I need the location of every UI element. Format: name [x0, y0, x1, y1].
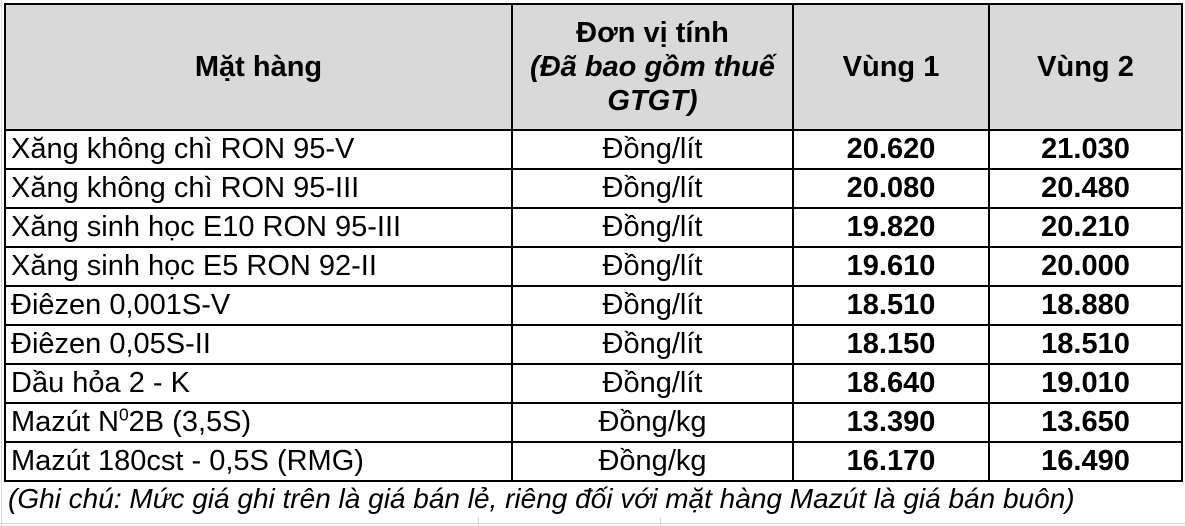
region1-price-cell: 20.620 [792, 129, 990, 170]
header-row: Mặt hàng Đơn vị tính (Đã bao gồm thuế GT… [4, 3, 1183, 131]
region2-price-cell: 16.490 [988, 441, 1183, 482]
product-name-cell: Xăng sinh học E10 RON 95-III [4, 207, 513, 248]
column-header-product: Mặt hàng [4, 3, 513, 131]
footnote: (Ghi chú: Mức giá ghi trên là giá bán lẻ… [8, 483, 1075, 514]
product-name-cell: Mazút 180cst - 0,5S (RMG) [4, 441, 513, 482]
column-header-unit: Đơn vị tính (Đã bao gồm thuế GTGT) [511, 3, 794, 131]
unit-cell: Đồng/lít [511, 207, 794, 248]
product-name-cell: Xăng không chì RON 95-III [4, 168, 513, 209]
table-row: Điêzen 0,05S-II Đồng/lít 18.150 18.510 [4, 324, 1183, 365]
region1-price-cell: 18.640 [792, 363, 990, 404]
unit-header-subtitle-line1: (Đã bao gồm thuế [530, 51, 775, 83]
table-row: Xăng không chì RON 95-III Đồng/lít 20.08… [4, 168, 1183, 209]
unit-cell: Đồng/kg [511, 441, 794, 482]
product-name-cell: Điêzen 0,001S-V [4, 285, 513, 326]
table-row: Dầu hỏa 2 - K Đồng/lít 18.640 19.010 [4, 363, 1183, 404]
spreadsheet-gridline-stub [660, 517, 661, 526]
column-header-region1: Vùng 1 [792, 3, 990, 131]
product-name-cell: Xăng không chì RON 95-V [4, 129, 513, 170]
region2-price-cell: 20.000 [988, 246, 1183, 287]
unit-header-title: Đơn vị tính [576, 17, 729, 49]
unit-cell: Đồng/lít [511, 168, 794, 209]
region1-price-cell: 18.510 [792, 285, 990, 326]
table-row: Điêzen 0,001S-V Đồng/lít 18.510 18.880 [4, 285, 1183, 326]
spreadsheet-gridline-stub [478, 517, 479, 526]
table-row: Mazút N02B (3,5S) Đồng/kg 13.390 13.650 [4, 402, 1183, 443]
table-row: Xăng sinh học E5 RON 92-II Đồng/lít 19.6… [4, 246, 1183, 287]
region1-price-cell: 20.080 [792, 168, 990, 209]
table-row: Xăng không chì RON 95-V Đồng/lít 20.620 … [4, 129, 1183, 170]
product-name-cell: Điêzen 0,05S-II [4, 324, 513, 365]
unit-cell: Đồng/lít [511, 363, 794, 404]
unit-header-subtitle-line2: GTGT) [607, 85, 698, 117]
table-row: Xăng sinh học E10 RON 95-III Đồng/lít 19… [4, 207, 1183, 248]
region1-price-cell: 16.170 [792, 441, 990, 482]
unit-cell: Đồng/lít [511, 285, 794, 326]
region1-price-cell: 13.390 [792, 402, 990, 443]
unit-cell: Đồng/lít [511, 246, 794, 287]
spreadsheet-gridline-left [1, 0, 2, 526]
table-row: Mazút 180cst - 0,5S (RMG) Đồng/kg 16.170… [4, 441, 1183, 482]
product-name-cell: Dầu hỏa 2 - K [4, 363, 513, 404]
superscript: 0 [118, 404, 129, 425]
region2-price-cell: 21.030 [988, 129, 1183, 170]
unit-cell: Đồng/lít [511, 129, 794, 170]
column-header-region2: Vùng 2 [988, 3, 1183, 131]
unit-cell: Đồng/kg [511, 402, 794, 443]
region2-price-cell: 19.010 [988, 363, 1183, 404]
region2-price-cell: 18.510 [988, 324, 1183, 365]
spreadsheet-gridline-bottom [0, 523, 1185, 524]
region2-price-cell: 20.210 [988, 207, 1183, 248]
region2-price-cell: 20.480 [988, 168, 1183, 209]
region2-price-cell: 18.880 [988, 285, 1183, 326]
fuel-price-table: Mặt hàng Đơn vị tính (Đã bao gồm thuế GT… [4, 3, 1183, 482]
unit-cell: Đồng/lít [511, 324, 794, 365]
region2-price-cell: 13.650 [988, 402, 1183, 443]
product-name-cell: Xăng sinh học E5 RON 92-II [4, 246, 513, 287]
region1-price-cell: 18.150 [792, 324, 990, 365]
region1-price-cell: 19.820 [792, 207, 990, 248]
region1-price-cell: 19.610 [792, 246, 990, 287]
product-name-cell: Mazút N02B (3,5S) [4, 402, 513, 443]
